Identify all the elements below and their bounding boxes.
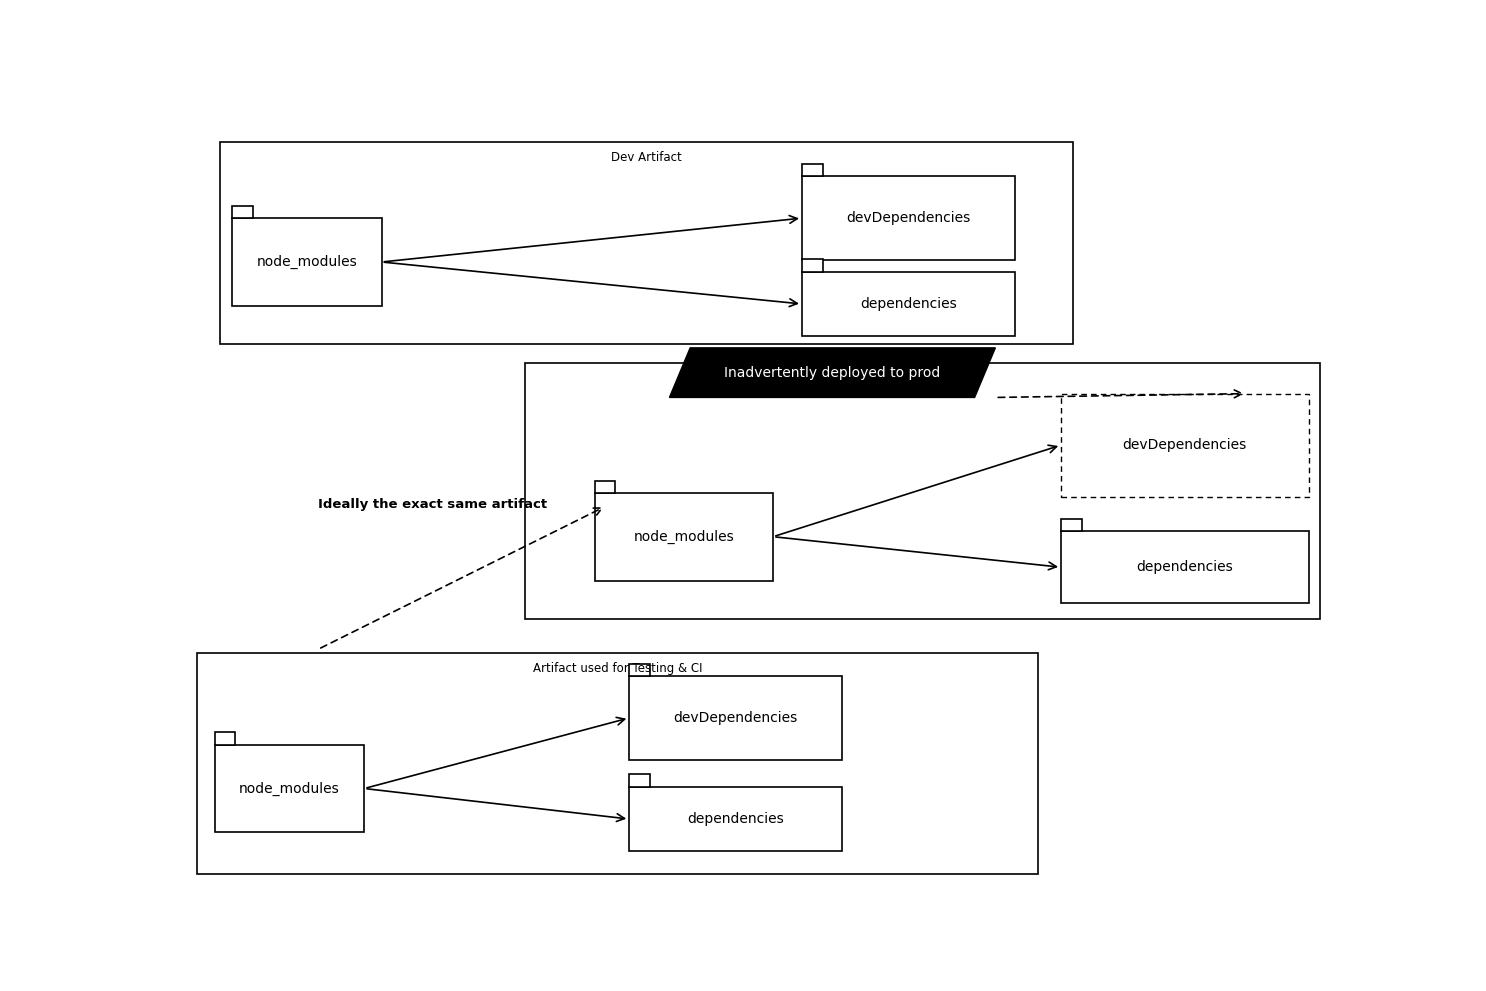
Bar xyxy=(220,142,1073,344)
Text: dependencies: dependencies xyxy=(688,812,785,826)
Text: devDependencies: devDependencies xyxy=(673,711,798,725)
Bar xyxy=(629,676,843,760)
Bar xyxy=(629,664,649,676)
Text: Dev Artifact: Dev Artifact xyxy=(611,151,682,164)
Bar xyxy=(1061,518,1082,531)
Text: devDependencies: devDependencies xyxy=(847,211,970,225)
Text: Production Artifact: Production Artifact xyxy=(868,373,978,385)
Bar xyxy=(214,744,364,832)
Bar xyxy=(629,787,843,851)
Polygon shape xyxy=(669,348,996,397)
Bar xyxy=(198,653,1037,874)
Bar xyxy=(594,493,773,581)
Bar xyxy=(214,732,235,744)
Bar xyxy=(629,774,649,787)
Text: node_modules: node_modules xyxy=(633,529,734,544)
Bar xyxy=(802,272,1015,336)
Bar xyxy=(526,363,1320,618)
Bar xyxy=(1061,393,1309,496)
Text: node_modules: node_modules xyxy=(256,255,357,270)
Text: node_modules: node_modules xyxy=(239,782,340,796)
Bar xyxy=(1061,531,1309,604)
Text: devDependencies: devDependencies xyxy=(1123,438,1247,452)
Text: Ideally the exact same artifact: Ideally the exact same artifact xyxy=(318,497,547,510)
Bar xyxy=(232,206,253,218)
Bar xyxy=(802,176,1015,260)
Bar xyxy=(232,218,382,306)
Text: dependencies: dependencies xyxy=(860,297,957,311)
Bar xyxy=(802,164,823,176)
Text: Inadvertently deployed to prod: Inadvertently deployed to prod xyxy=(724,366,941,380)
Text: Artifact used for Testing & CI: Artifact used for Testing & CI xyxy=(533,662,703,675)
Text: dependencies: dependencies xyxy=(1137,560,1233,574)
Bar xyxy=(594,481,615,493)
Bar xyxy=(802,260,823,272)
